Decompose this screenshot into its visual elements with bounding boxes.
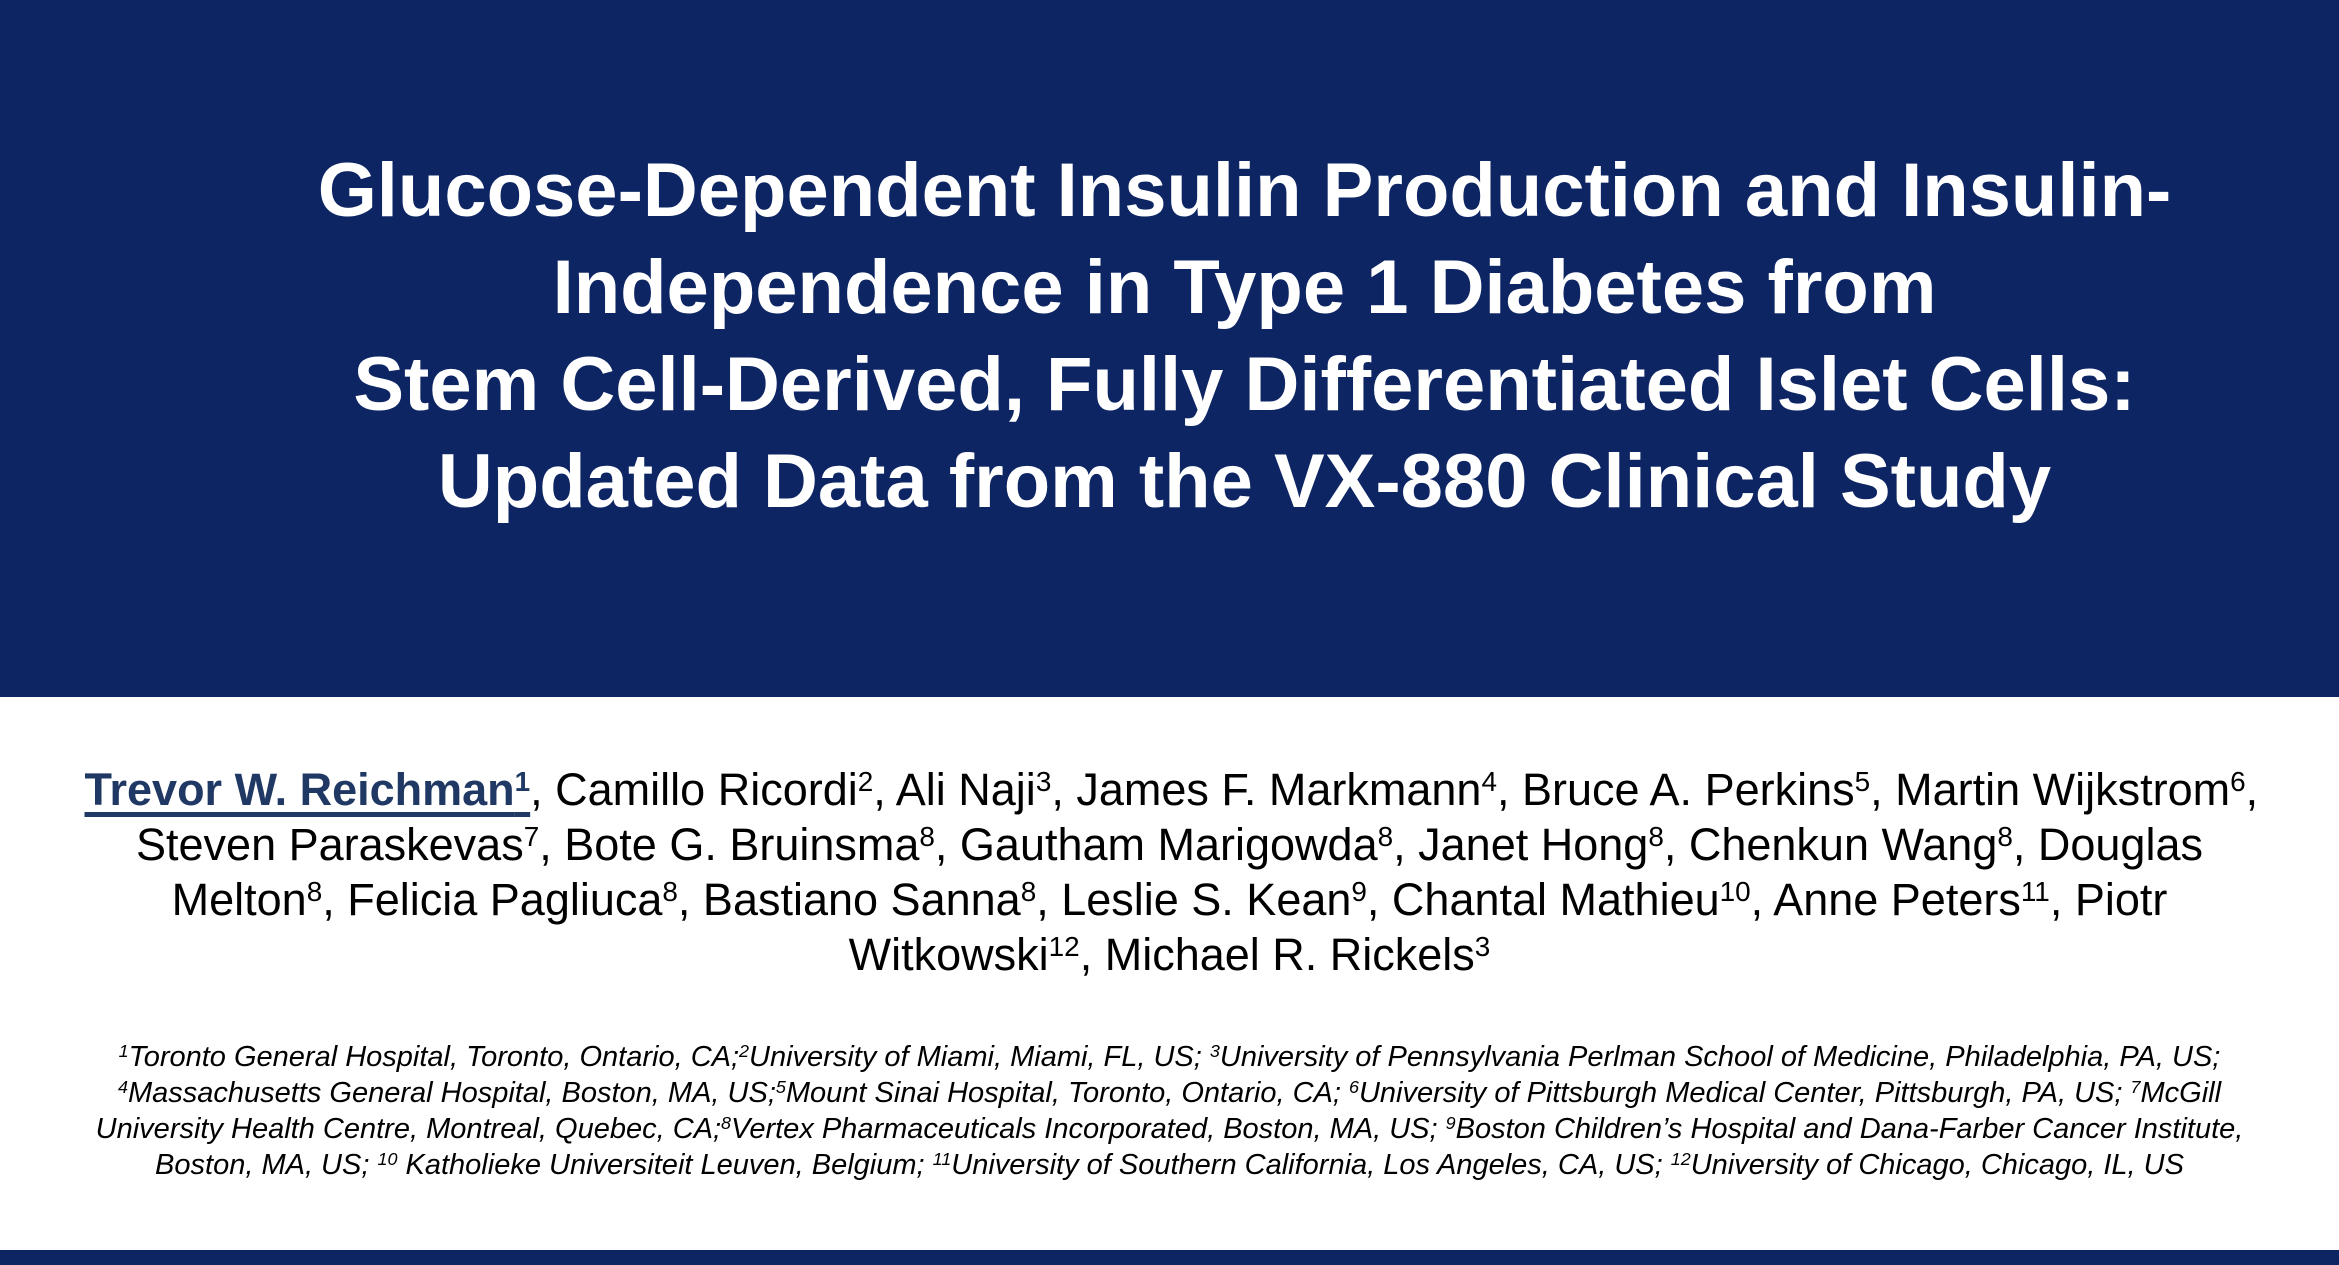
affiliation-line: 4Massachusetts General Hospital, Boston,… <box>65 1075 2275 1111</box>
affiliation-entry: 2University of Miami, Miami, FL, US; <box>739 1041 1210 1073</box>
author-name: , Bruce A. Perkins5 <box>1496 764 1871 815</box>
affiliation-superscript: 4 <box>117 1077 128 1098</box>
title-banner: Glucose-Dependent Insulin Production and… <box>0 0 2339 697</box>
author-line: Witkowski12, Michael R. Rickels3 <box>85 927 2255 982</box>
author-superscript: 8 <box>919 821 935 853</box>
affiliation-entry: 10 Katholieke Universiteit Leuven, Belgi… <box>377 1149 933 1181</box>
author-name: , James F. Markmann4 <box>1051 764 1497 815</box>
affiliation-superscript: 10 <box>377 1149 398 1170</box>
affiliation-superscript: 11 <box>932 1149 952 1170</box>
affiliation-entry: 7McGill <box>2130 1077 2222 1109</box>
affiliation-superscript: 7 <box>2130 1077 2141 1098</box>
affiliation-superscript: 8 <box>721 1113 732 1134</box>
author-name: , Douglas <box>2012 819 2203 870</box>
author-superscript: 12 <box>1048 931 1080 963</box>
title-line-2: Independence in Type 1 Diabetes from <box>552 245 1937 330</box>
affiliation-list: 1Toronto General Hospital, Toronto, Onta… <box>65 1039 2275 1183</box>
author-name: , Bastiano Sanna8 <box>677 874 1037 925</box>
author-superscript: 7 <box>523 821 540 853</box>
author-name: , <box>2245 764 2259 815</box>
author-superscript: 8 <box>1020 876 1037 908</box>
affiliation-superscript: 3 <box>1209 1041 1220 1062</box>
author-superscript: 1 <box>514 766 531 798</box>
author-superscript: 9 <box>1351 876 1367 908</box>
author-name: , Anne Peters11 <box>1750 874 2050 925</box>
author-name: , Martin Wijkstrom6 <box>1870 764 2246 815</box>
affiliation-line: University Health Centre, Montreal, Queb… <box>65 1111 2275 1147</box>
author-name: Witkowski12 <box>848 929 1080 980</box>
author-superscript: 5 <box>1854 766 1871 798</box>
author-superscript: 2 <box>857 766 874 798</box>
author-name: , Piotr <box>2049 874 2168 925</box>
bottom-accent-bar <box>0 1250 2339 1265</box>
affiliation-line: 1Toronto General Hospital, Toronto, Onta… <box>65 1039 2275 1075</box>
author-name: , Janet Hong8 <box>1393 819 1664 870</box>
affiliation-superscript: 2 <box>739 1041 750 1062</box>
author-line: Trevor W. Reichman1, Camillo Ricordi2, A… <box>84 762 2259 817</box>
affiliation-entry: 1Toronto General Hospital, Toronto, Onta… <box>118 1041 740 1073</box>
author-name: , Felicia Pagliuca8 <box>322 874 678 925</box>
author-superscript: 8 <box>306 876 323 908</box>
affiliation-superscript: 6 <box>1348 1077 1359 1098</box>
author-line: Melton8, Felicia Pagliuca8, Bastiano San… <box>85 872 2255 927</box>
affiliation-entry: University Health Centre, Montreal, Queb… <box>95 1113 722 1145</box>
affiliation-entry: 12University of Chicago, Chicago, IL, US <box>1670 1149 2184 1181</box>
affiliation-superscript: 1 <box>118 1041 129 1062</box>
affiliation-entry: Boston, MA, US; <box>155 1149 378 1181</box>
affiliation-entry: 8Vertex Pharmaceuticals Incorporated, Bo… <box>721 1113 1446 1145</box>
affiliation-entry: 9Boston Children’s Hospital and Dana-Far… <box>1445 1113 2244 1145</box>
author-superscript: 3 <box>1035 766 1052 798</box>
title-line-4: Updated Data from the VX-880 Clinical St… <box>437 439 2052 524</box>
author-superscript: 11 <box>2020 876 2050 908</box>
author-name: , Leslie S. Kean9 <box>1036 874 1367 925</box>
author-name: , Camillo Ricordi2 <box>530 764 874 815</box>
affiliation-entry: 5Mount Sinai Hospital, Toronto, Ontario,… <box>775 1077 1349 1109</box>
author-superscript: 8 <box>1997 821 2013 853</box>
author-list: Trevor W. Reichman1, Camillo Ricordi2, A… <box>84 762 2259 982</box>
author-name: Melton8 <box>171 874 323 925</box>
author-name: , Bote G. Bruinsma8 <box>539 819 935 870</box>
author-superscript: 8 <box>1648 821 1664 853</box>
affiliation-superscript: 9 <box>1445 1113 1456 1134</box>
author-name: , Ali Naji3 <box>873 764 1052 815</box>
affiliation-entry: 3University of Pennsylvania Perlman Scho… <box>1209 1041 2221 1073</box>
title-line-3: Stem Cell-Derived, Fully Differentiated … <box>353 342 2136 427</box>
author-line: Steven Paraskevas7, Bote G. Bruinsma8, G… <box>85 817 2255 872</box>
affiliation-entry: 4Massachusetts General Hospital, Boston,… <box>117 1077 776 1109</box>
first-author-name: Trevor W. Reichman1 <box>84 764 531 815</box>
author-superscript: 8 <box>662 876 678 908</box>
affiliation-entry: 6University of Pittsburgh Medical Center… <box>1348 1077 2131 1109</box>
slide-title: Glucose-Dependent Insulin Production and… <box>0 0 2339 530</box>
author-superscript: 10 <box>1719 876 1751 908</box>
affiliation-entry: 11University of Southern California, Los… <box>932 1149 1671 1181</box>
author-name: , Chantal Mathieu10 <box>1366 874 1751 925</box>
affiliation-superscript: 5 <box>775 1077 786 1098</box>
author-superscript: 6 <box>2230 766 2246 798</box>
author-superscript: 3 <box>1474 931 1491 963</box>
author-name: Steven Paraskevas7 <box>136 819 540 870</box>
author-superscript: 4 <box>1481 766 1497 798</box>
author-name: , Michael R. Rickels3 <box>1079 929 1491 980</box>
affiliation-superscript: 12 <box>1670 1149 1691 1170</box>
author-name: , Gautham Marigowda8 <box>934 819 1394 870</box>
author-superscript: 8 <box>1377 821 1394 853</box>
author-name: , Chenkun Wang8 <box>1663 819 2013 870</box>
title-line-1: Glucose-Dependent Insulin Production and… <box>317 148 2172 233</box>
affiliation-line: Boston, MA, US; 10 Katholieke Universite… <box>65 1147 2275 1183</box>
